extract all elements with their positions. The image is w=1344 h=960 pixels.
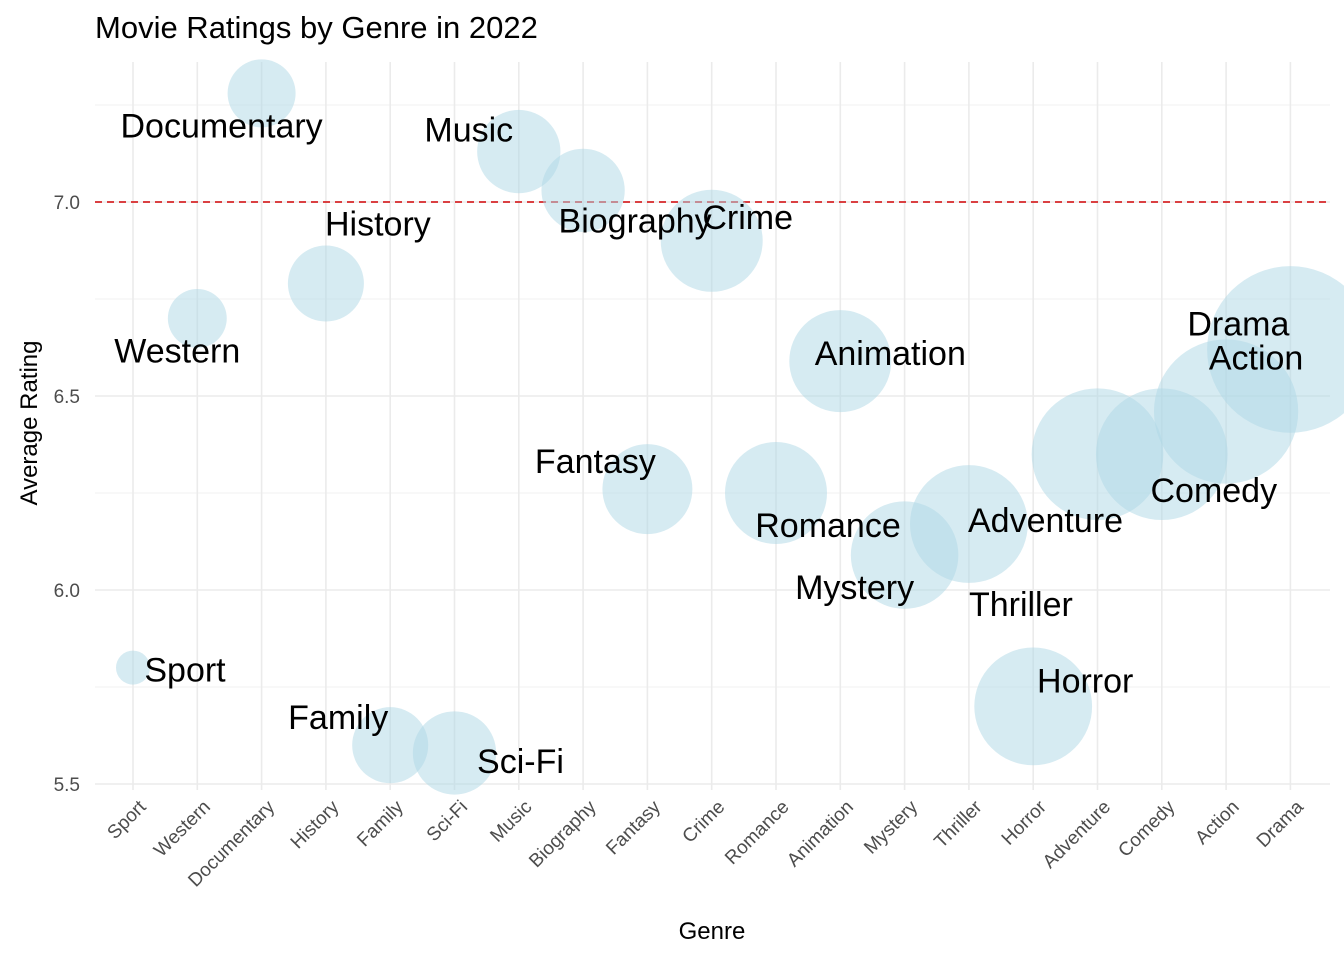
bubble-label: History — [325, 205, 431, 243]
x-tick-label: Romance — [721, 797, 793, 869]
bubble-label: Documentary — [120, 107, 322, 145]
y-tick-label: 5.5 — [54, 775, 80, 796]
bubble — [1207, 266, 1344, 433]
bubble-label: Comedy — [1150, 472, 1277, 510]
bubble-label: Fantasy — [535, 443, 656, 481]
x-tick-label: Sport — [104, 796, 151, 843]
bubble-label: Sci-Fi — [477, 743, 564, 781]
y-tick-label: 7.0 — [54, 193, 80, 214]
bubble-label: Western — [114, 332, 240, 370]
bubble-label: Horror — [1037, 662, 1133, 700]
bubble-label: Family — [288, 699, 388, 737]
bubble — [789, 310, 892, 413]
x-tick-label: Drama — [1253, 796, 1308, 851]
bubble — [602, 444, 693, 535]
y-axis-title: Average Rating — [16, 341, 43, 506]
x-tick-label: Adventure — [1039, 797, 1115, 873]
bubble-labels: Sport Western Documentary History Family Sci-… — [114, 107, 1303, 781]
bubble-label: Mystery — [795, 569, 914, 607]
x-tick-label: Action — [1191, 797, 1243, 849]
chart-title: Movie Ratings by Genre in 2022 — [95, 10, 538, 45]
bubble — [227, 59, 296, 128]
x-tick-label: Animation — [783, 797, 858, 872]
bubble-label: Action — [1209, 340, 1304, 378]
x-tick-label: Thriller — [931, 796, 987, 852]
bubble — [287, 245, 364, 322]
x-tick-label: Mystery — [860, 796, 922, 858]
bubble — [541, 148, 625, 233]
bubble-label: Biography — [559, 202, 712, 240]
bubble — [477, 109, 561, 194]
bubble — [352, 707, 429, 784]
bubble-label: Romance — [755, 507, 901, 545]
bubble — [412, 711, 497, 795]
x-tick-label: Music — [486, 797, 536, 847]
bubble — [167, 288, 227, 348]
bubble-label: Music — [424, 112, 513, 150]
x-tick-label: Family — [353, 796, 408, 851]
x-tick-label: Crime — [679, 797, 730, 848]
bubble — [974, 647, 1093, 766]
x-tick-label: Sci-Fi — [423, 797, 472, 846]
x-tick-label: Western — [150, 797, 215, 862]
x-tick-label: Biography — [525, 796, 601, 872]
bubble — [116, 650, 150, 685]
bubble-label: Adventure — [968, 502, 1123, 540]
x-tick-label: Horror — [998, 796, 1051, 849]
bubbles — [116, 59, 1344, 795]
bubble-label: Drama — [1187, 305, 1289, 343]
x-tick-label: Fantasy — [602, 796, 665, 859]
bubble-label: Crime — [702, 199, 793, 237]
y-tick-label: 6.5 — [54, 387, 80, 408]
bubble — [910, 465, 1028, 583]
y-tick-labels: 5.5 6.0 6.5 7.0 — [54, 193, 80, 796]
bubble-label: Thriller — [969, 586, 1073, 624]
x-axis-title: Genre — [679, 918, 746, 945]
bubble-label: Animation — [815, 335, 966, 373]
bubble — [660, 189, 763, 292]
bubble-label: Sport — [144, 652, 226, 690]
bubble — [725, 442, 827, 544]
y-tick-label: 6.0 — [54, 581, 80, 602]
x-tick-label: History — [287, 796, 344, 853]
x-tick-label: Comedy — [1114, 796, 1179, 861]
